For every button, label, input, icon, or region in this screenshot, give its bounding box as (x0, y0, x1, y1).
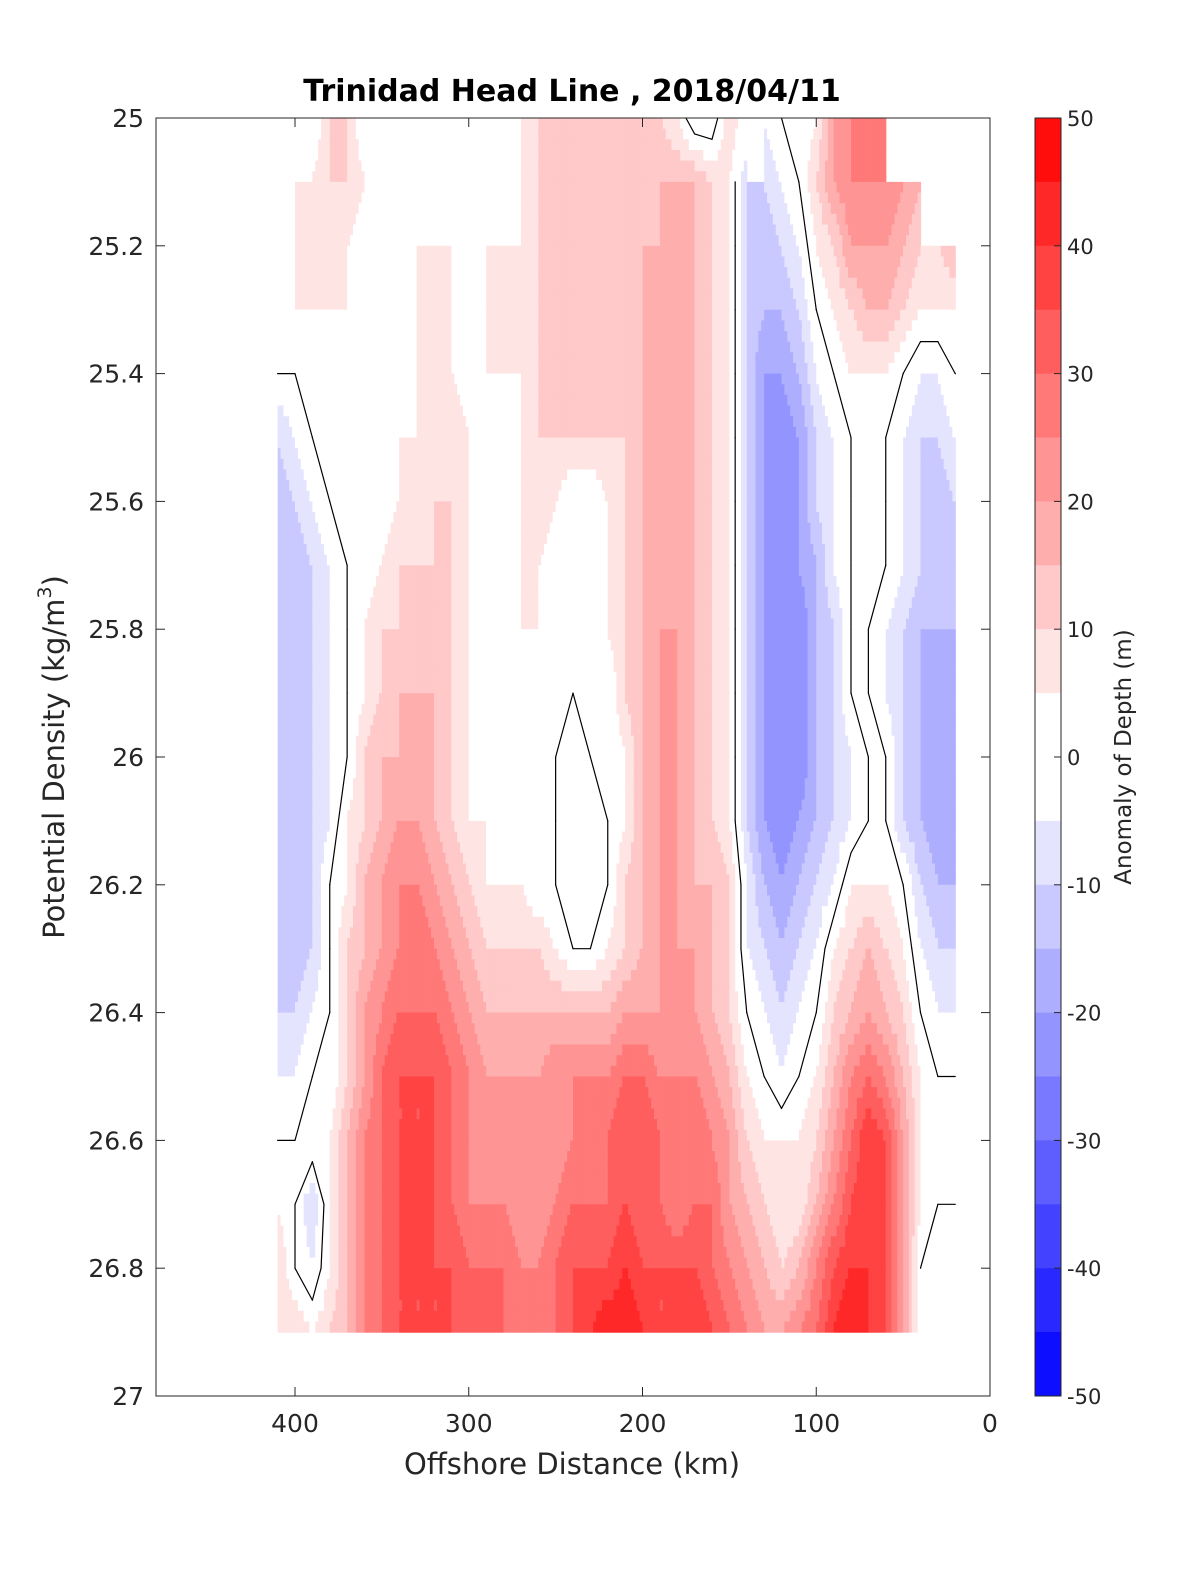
contour-cell (952, 267, 956, 278)
contour-cell (918, 225, 922, 236)
contour-cell (918, 182, 922, 193)
contour-cell (883, 161, 887, 172)
contour-cell (952, 288, 956, 299)
contour-cell (952, 246, 956, 257)
contour-cell (744, 129, 748, 140)
contour-cell (918, 193, 922, 204)
contour-cell (883, 139, 887, 150)
contour-cell (952, 278, 956, 289)
contour-cell (744, 139, 748, 150)
contour-cell (744, 171, 748, 182)
contour-cell (744, 150, 748, 161)
contour-cell (952, 256, 956, 267)
contour-fill (278, 118, 956, 1333)
contour-cell (744, 161, 748, 172)
contour-cell (883, 129, 887, 140)
contour-cell (883, 150, 887, 161)
contour-cell (744, 118, 748, 129)
contour-cell (883, 118, 887, 129)
contour-cell (883, 171, 887, 182)
contour-cell (918, 203, 922, 214)
contour-cell (918, 214, 922, 225)
contour-cell (952, 299, 956, 310)
contour-cell (918, 235, 922, 246)
